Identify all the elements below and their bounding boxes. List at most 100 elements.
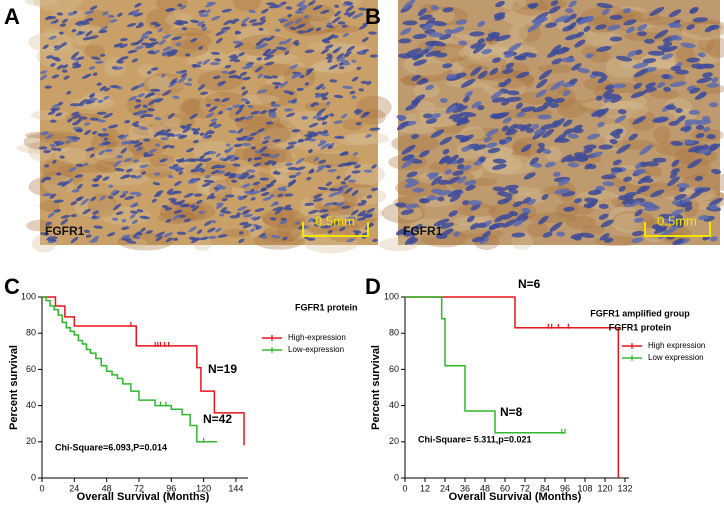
nucleus xyxy=(709,204,718,210)
texture xyxy=(272,117,291,127)
nucleus xyxy=(441,228,454,237)
nucleus xyxy=(703,126,711,132)
texture xyxy=(200,91,224,115)
y-tick-label: 20 xyxy=(26,436,36,446)
nucleus xyxy=(297,138,304,143)
nucleus xyxy=(442,7,454,13)
nucleus xyxy=(213,124,220,129)
nucleus xyxy=(325,56,333,60)
nucleus xyxy=(511,232,526,238)
nucleus xyxy=(104,87,111,92)
nucleus xyxy=(447,189,463,198)
nucleus xyxy=(497,191,513,198)
nucleus xyxy=(346,220,353,225)
nucleus xyxy=(177,3,183,7)
nucleus xyxy=(612,159,622,166)
nucleus xyxy=(396,114,407,120)
texture xyxy=(54,147,87,164)
nucleus xyxy=(708,197,723,207)
legend-title: FGFR1 protein xyxy=(295,302,358,312)
nucleus xyxy=(172,95,180,99)
nucleus xyxy=(168,191,178,195)
nucleus xyxy=(338,62,344,66)
nucleus xyxy=(151,198,157,203)
x-tick-label: 36 xyxy=(460,483,470,493)
nucleus xyxy=(131,121,139,126)
nucleus xyxy=(320,48,330,55)
nucleus xyxy=(154,23,161,28)
nucleus xyxy=(119,193,127,198)
nucleus xyxy=(92,210,99,215)
nucleus xyxy=(176,231,187,235)
nucleus xyxy=(318,209,329,213)
nucleus xyxy=(246,169,256,173)
nucleus xyxy=(263,75,273,79)
nucleus xyxy=(191,205,200,212)
nucleus xyxy=(349,90,356,95)
nucleus xyxy=(120,174,130,180)
nucleus xyxy=(140,35,150,40)
nucleus xyxy=(696,77,712,84)
nucleus xyxy=(157,28,163,33)
nucleus xyxy=(369,127,381,131)
nucleus xyxy=(554,188,571,195)
texture xyxy=(606,6,650,26)
nucleus xyxy=(261,192,270,197)
nucleus xyxy=(674,194,687,201)
nucleus xyxy=(99,195,106,201)
nucleus xyxy=(207,227,216,233)
nucleus xyxy=(289,26,297,31)
nucleus xyxy=(121,141,128,145)
nucleus xyxy=(670,168,680,175)
nucleus xyxy=(128,95,137,102)
nucleus xyxy=(241,90,249,96)
nucleus xyxy=(439,222,455,229)
nucleus xyxy=(336,175,341,180)
nucleus xyxy=(401,144,416,155)
nucleus xyxy=(639,144,653,156)
nucleus xyxy=(541,193,549,200)
nucleus xyxy=(662,74,670,80)
nucleus xyxy=(611,83,627,89)
nucleus xyxy=(663,86,672,92)
nucleus xyxy=(243,213,253,218)
nucleus xyxy=(288,181,295,185)
x-tick-label: 84 xyxy=(540,483,550,493)
nucleus xyxy=(70,136,81,140)
nucleus xyxy=(191,237,202,241)
micrograph xyxy=(16,0,392,254)
nucleus xyxy=(549,222,563,232)
nucleus xyxy=(163,232,173,238)
nucleus xyxy=(676,183,690,189)
nucleus xyxy=(411,100,419,106)
nucleus xyxy=(60,214,71,219)
nucleus xyxy=(104,148,113,153)
nucleus xyxy=(312,113,322,120)
nucleus xyxy=(221,70,228,74)
nucleus xyxy=(571,63,582,71)
nucleus xyxy=(568,0,577,8)
nucleus xyxy=(494,214,507,223)
nucleus xyxy=(503,196,512,203)
nucleus xyxy=(84,122,90,126)
nucleus xyxy=(145,230,153,234)
nucleus xyxy=(197,84,206,91)
nucleus xyxy=(254,207,265,213)
nucleus xyxy=(639,201,655,207)
nucleus xyxy=(401,159,413,169)
nucleus xyxy=(130,85,140,91)
nucleus xyxy=(320,9,330,14)
nucleus xyxy=(601,8,610,16)
texture xyxy=(300,4,335,22)
nucleus xyxy=(425,118,438,124)
nucleus xyxy=(470,203,481,211)
nucleus xyxy=(221,26,231,31)
nucleus xyxy=(45,221,52,226)
nucleus xyxy=(411,133,419,139)
nucleus xyxy=(520,106,536,113)
nucleus xyxy=(59,31,64,35)
nucleus xyxy=(433,218,450,227)
nucleus xyxy=(218,213,225,217)
texture xyxy=(242,174,260,196)
